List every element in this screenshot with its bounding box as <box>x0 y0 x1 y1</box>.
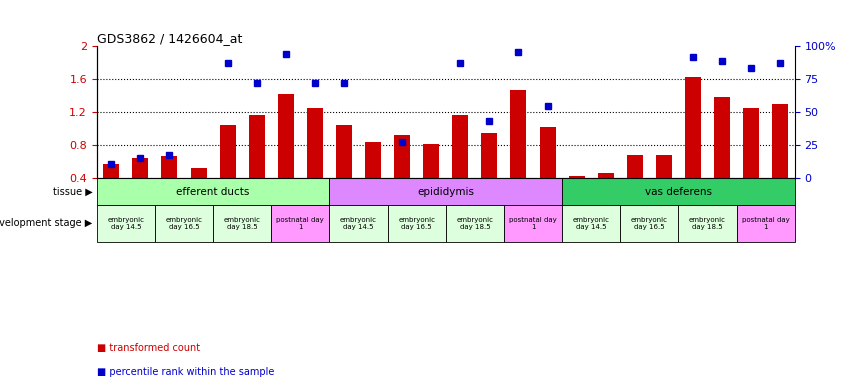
Text: embryonic
day 14.5: embryonic day 14.5 <box>340 217 377 230</box>
Bar <box>714 98 730 179</box>
Bar <box>161 156 177 179</box>
Text: ■ transformed count: ■ transformed count <box>97 343 200 353</box>
Bar <box>388 205 446 242</box>
Bar <box>213 205 271 242</box>
Bar <box>737 205 795 242</box>
Bar <box>481 133 497 179</box>
Bar <box>446 205 504 242</box>
Bar <box>191 169 207 179</box>
Bar <box>598 173 614 179</box>
Text: embryonic
day 18.5: embryonic day 18.5 <box>689 217 726 230</box>
Bar <box>627 155 643 179</box>
Text: embryonic
day 18.5: embryonic day 18.5 <box>457 217 494 230</box>
Text: development stage ▶: development stage ▶ <box>0 218 93 228</box>
Bar <box>307 108 323 179</box>
Bar <box>330 179 562 205</box>
Bar <box>562 179 795 205</box>
Bar <box>685 77 701 179</box>
Bar <box>452 115 468 179</box>
Text: tissue ▶: tissue ▶ <box>53 187 93 197</box>
Text: GDS3862 / 1426604_at: GDS3862 / 1426604_at <box>97 32 242 45</box>
Bar <box>504 205 562 242</box>
Text: embryonic
day 14.5: embryonic day 14.5 <box>108 217 145 230</box>
Bar <box>679 205 737 242</box>
Bar <box>772 104 788 179</box>
Text: efferent ducts: efferent ducts <box>177 187 250 197</box>
Text: postnatal day
1: postnatal day 1 <box>277 217 324 230</box>
Text: epididymis: epididymis <box>417 187 474 197</box>
Bar <box>656 155 672 179</box>
Bar <box>330 205 388 242</box>
Text: embryonic
day 16.5: embryonic day 16.5 <box>398 217 435 230</box>
Bar <box>365 142 381 179</box>
Text: vas deferens: vas deferens <box>645 187 712 197</box>
Text: ■ percentile rank within the sample: ■ percentile rank within the sample <box>97 367 274 377</box>
Bar <box>220 125 235 179</box>
Bar <box>155 205 213 242</box>
Text: postnatal day
1: postnatal day 1 <box>742 217 790 230</box>
Bar <box>249 115 265 179</box>
Text: postnatal day
1: postnatal day 1 <box>509 217 557 230</box>
Bar <box>271 205 330 242</box>
Bar <box>103 164 119 179</box>
Bar <box>743 108 759 179</box>
Bar <box>569 176 584 179</box>
Text: embryonic
day 14.5: embryonic day 14.5 <box>573 217 610 230</box>
Bar <box>620 205 679 242</box>
Bar <box>278 94 294 179</box>
Bar <box>423 144 439 179</box>
Bar <box>394 134 410 179</box>
Bar <box>97 179 330 205</box>
Text: embryonic
day 16.5: embryonic day 16.5 <box>631 217 668 230</box>
Bar <box>540 127 556 179</box>
Bar <box>510 90 526 179</box>
Text: embryonic
day 16.5: embryonic day 16.5 <box>166 217 203 230</box>
Bar <box>97 205 155 242</box>
Bar <box>562 205 621 242</box>
Text: embryonic
day 18.5: embryonic day 18.5 <box>224 217 261 230</box>
Bar <box>132 158 148 179</box>
Bar <box>336 125 352 179</box>
